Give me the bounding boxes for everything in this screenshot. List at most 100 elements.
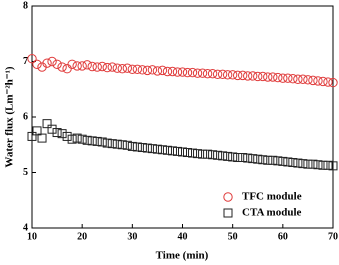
data-point (172, 146, 182, 156)
legend-marker (223, 208, 233, 218)
data-point (67, 59, 77, 69)
data-point (67, 134, 77, 144)
data-point (308, 159, 318, 169)
data-point (197, 68, 208, 78)
data-point (57, 129, 67, 139)
data-point (268, 72, 278, 82)
data-point (107, 139, 117, 149)
data-point (162, 145, 172, 155)
data-point (77, 134, 87, 144)
data-point (288, 74, 298, 84)
data-point (228, 152, 238, 162)
data-point (82, 135, 92, 145)
data-point (102, 62, 112, 73)
data-point (283, 73, 293, 83)
x-tick-label: 30 (127, 231, 137, 242)
data-point (187, 67, 198, 78)
data-point (213, 150, 223, 160)
data-point (233, 153, 243, 163)
data-point (72, 133, 82, 143)
data-point (27, 131, 37, 141)
data-point (258, 155, 268, 165)
data-point (57, 62, 67, 72)
data-point (97, 137, 107, 147)
data-point (248, 71, 258, 81)
data-point (157, 145, 167, 155)
data-point (102, 138, 112, 148)
data-point (243, 153, 253, 163)
data-point (283, 157, 293, 167)
data-point (223, 151, 233, 161)
data-point (92, 136, 102, 146)
x-tick-label: 50 (228, 231, 238, 242)
data-point (328, 161, 338, 171)
data-point (112, 63, 122, 73)
data-point (97, 61, 107, 72)
data-point (77, 61, 87, 71)
data-point (328, 77, 338, 88)
data-point (227, 70, 238, 80)
data-point (188, 148, 198, 158)
data-point (248, 154, 258, 164)
data-point (278, 156, 288, 166)
data-point (253, 154, 263, 164)
legend-marker (223, 192, 233, 202)
x-tick-label: 20 (77, 231, 87, 242)
data-point (167, 66, 178, 77)
data-point (212, 69, 223, 79)
data-point (268, 155, 278, 165)
data-point (198, 149, 208, 159)
data-point (218, 151, 228, 161)
data-point (298, 159, 308, 169)
data-point (137, 143, 147, 153)
data-point (273, 72, 283, 83)
data-point (298, 74, 308, 84)
y-axis-label: Water flux (Lm⁻²h⁻¹) (4, 66, 16, 167)
data-point (117, 140, 127, 150)
data-point (72, 61, 82, 71)
data-point (32, 59, 42, 69)
data-point (132, 142, 142, 152)
y-tick-label: 7 (23, 56, 28, 67)
data-point (222, 70, 233, 80)
data-point (318, 76, 328, 87)
data-point (303, 159, 313, 169)
data-point (263, 72, 273, 82)
x-tick-label: 70 (328, 231, 338, 242)
data-point (293, 74, 303, 84)
data-point (107, 62, 117, 72)
data-point (87, 136, 97, 146)
data-point (142, 143, 152, 153)
legend-label: TFC module (242, 191, 302, 203)
data-point (238, 153, 248, 163)
data-point (253, 71, 263, 82)
data-point (263, 155, 273, 165)
data-point (42, 58, 52, 68)
data-point (183, 148, 193, 158)
data-point (142, 65, 153, 76)
data-point (132, 64, 143, 74)
data-point (87, 61, 97, 72)
y-tick-label: 4 (23, 222, 28, 233)
data-point (232, 70, 243, 81)
data-point (122, 140, 132, 150)
data-point (178, 147, 187, 157)
x-tick-label: 40 (178, 231, 188, 242)
x-axis-label: Time (min) (156, 250, 209, 262)
y-tick-label: 5 (23, 167, 28, 178)
data-point (308, 75, 318, 86)
data-point (303, 75, 313, 85)
y-tick-label: 8 (23, 0, 28, 11)
data-point (47, 124, 57, 134)
data-point (52, 128, 62, 138)
data-point (157, 65, 168, 76)
legend-label: CTA module (242, 207, 302, 219)
data-point (293, 158, 303, 168)
y-tick-label: 6 (23, 111, 28, 122)
data-point (217, 69, 228, 79)
data-point (313, 76, 323, 86)
data-point (137, 65, 148, 75)
data-point (32, 126, 42, 136)
data-point (172, 67, 183, 77)
